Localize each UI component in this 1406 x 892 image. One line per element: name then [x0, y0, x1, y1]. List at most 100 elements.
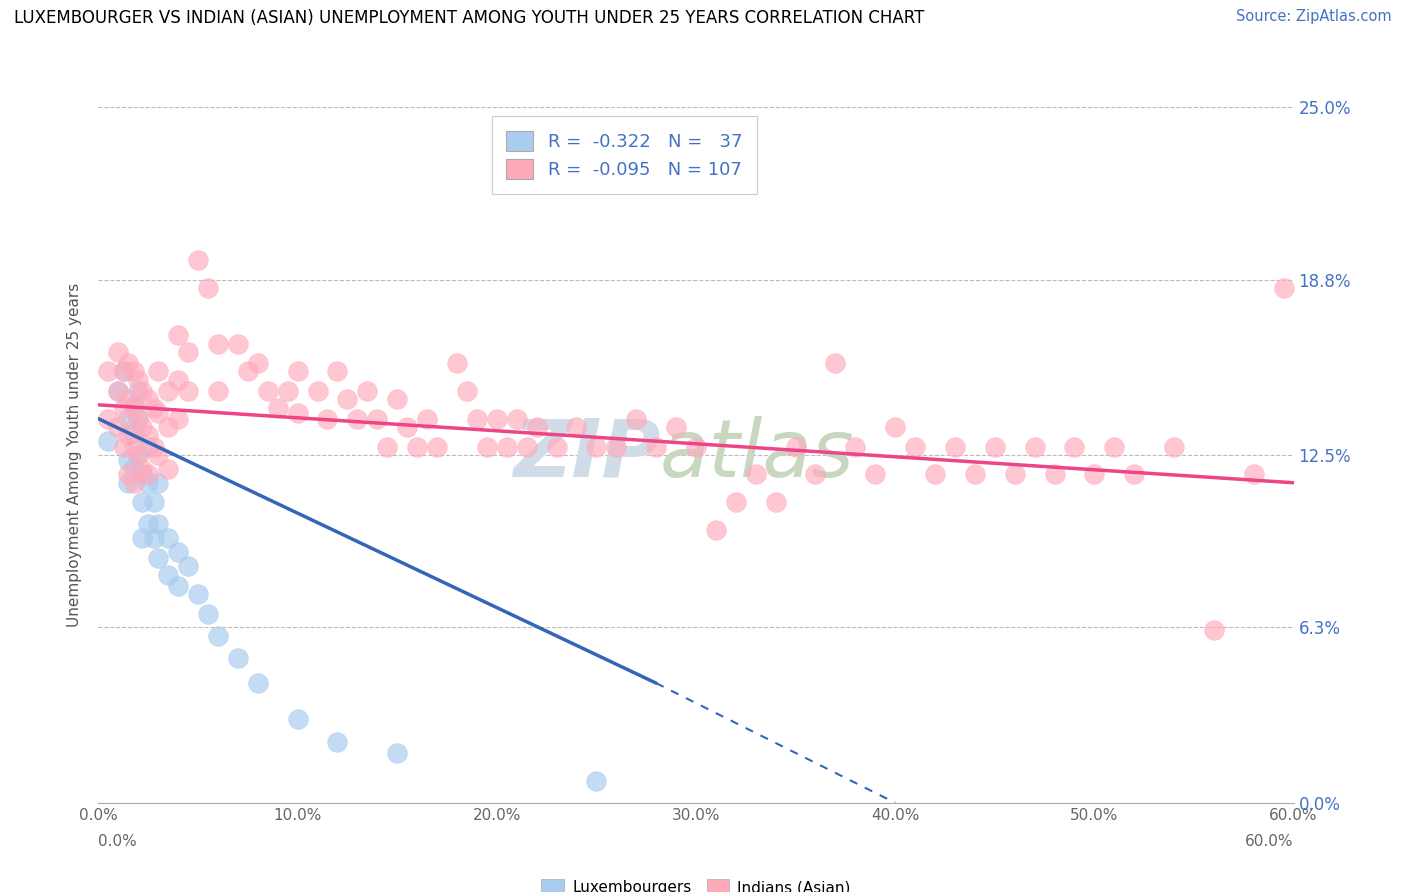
Point — [177, 559, 200, 574]
Point — [356, 384, 378, 398]
Point — [112, 364, 135, 378]
Point — [167, 545, 190, 559]
Point — [396, 420, 419, 434]
Legend: Luxembourgers, Indians (Asian): Luxembourgers, Indians (Asian) — [536, 873, 856, 892]
Point — [685, 440, 707, 454]
Point — [485, 411, 508, 425]
Point — [366, 411, 388, 425]
Point — [148, 364, 170, 378]
Point — [287, 712, 309, 726]
Point — [127, 448, 149, 462]
Point — [287, 364, 309, 378]
Point — [1123, 467, 1146, 482]
Point — [495, 440, 517, 454]
Point — [177, 345, 200, 359]
Point — [148, 475, 170, 490]
Text: 60.0%: 60.0% — [1246, 834, 1294, 849]
Point — [167, 328, 190, 343]
Point — [506, 411, 529, 425]
Text: atlas: atlas — [661, 416, 855, 494]
Point — [187, 587, 209, 601]
Point — [143, 495, 166, 509]
Point — [844, 440, 866, 454]
Point — [167, 579, 190, 593]
Point — [943, 440, 966, 454]
Point — [143, 532, 166, 546]
Point — [704, 523, 727, 537]
Point — [157, 420, 180, 434]
Point — [267, 401, 290, 415]
Point — [136, 467, 159, 482]
Point — [207, 336, 229, 351]
Point — [246, 676, 269, 690]
Point — [385, 392, 409, 407]
Point — [107, 420, 129, 434]
Point — [385, 746, 409, 760]
Point — [148, 448, 170, 462]
Point — [984, 440, 1007, 454]
Point — [197, 607, 219, 621]
Point — [127, 373, 149, 387]
Point — [157, 384, 180, 398]
Point — [475, 440, 498, 454]
Point — [136, 392, 159, 407]
Text: 0.0%: 0.0% — [98, 834, 138, 849]
Point — [416, 411, 439, 425]
Point — [143, 440, 166, 454]
Text: ZIP: ZIP — [513, 416, 661, 494]
Point — [127, 411, 149, 425]
Point — [117, 453, 139, 467]
Point — [207, 629, 229, 643]
Point — [1243, 467, 1265, 482]
Point — [131, 532, 153, 546]
Point — [645, 440, 668, 454]
Point — [226, 651, 249, 665]
Point — [117, 467, 139, 482]
Point — [346, 411, 368, 425]
Point — [804, 467, 827, 482]
Point — [207, 384, 229, 398]
Point — [131, 384, 153, 398]
Point — [124, 401, 146, 415]
Point — [117, 428, 139, 442]
Point — [136, 440, 159, 454]
Point — [107, 384, 129, 398]
Point — [904, 440, 927, 454]
Point — [446, 356, 468, 370]
Point — [1163, 440, 1185, 454]
Point — [148, 550, 170, 565]
Point — [131, 495, 153, 509]
Point — [97, 434, 120, 448]
Point — [136, 428, 159, 442]
Point — [124, 398, 146, 412]
Point — [124, 475, 146, 490]
Point — [426, 440, 449, 454]
Point — [124, 462, 146, 476]
Point — [256, 384, 278, 398]
Point — [131, 467, 153, 482]
Point — [456, 384, 478, 398]
Point — [924, 467, 946, 482]
Point — [785, 440, 807, 454]
Point — [963, 467, 986, 482]
Point — [307, 384, 329, 398]
Point — [1063, 440, 1085, 454]
Point — [124, 425, 146, 440]
Point — [157, 532, 180, 546]
Point — [117, 392, 139, 407]
Point — [326, 364, 349, 378]
Point — [143, 401, 166, 415]
Point — [157, 462, 180, 476]
Point — [316, 411, 339, 425]
Point — [326, 734, 349, 748]
Point — [585, 773, 607, 788]
Point — [1272, 281, 1295, 295]
Point — [112, 364, 135, 378]
Point — [526, 420, 548, 434]
Point — [127, 384, 149, 398]
Point — [375, 440, 398, 454]
Point — [884, 420, 907, 434]
Point — [97, 364, 120, 378]
Point — [136, 517, 159, 532]
Point — [136, 475, 159, 490]
